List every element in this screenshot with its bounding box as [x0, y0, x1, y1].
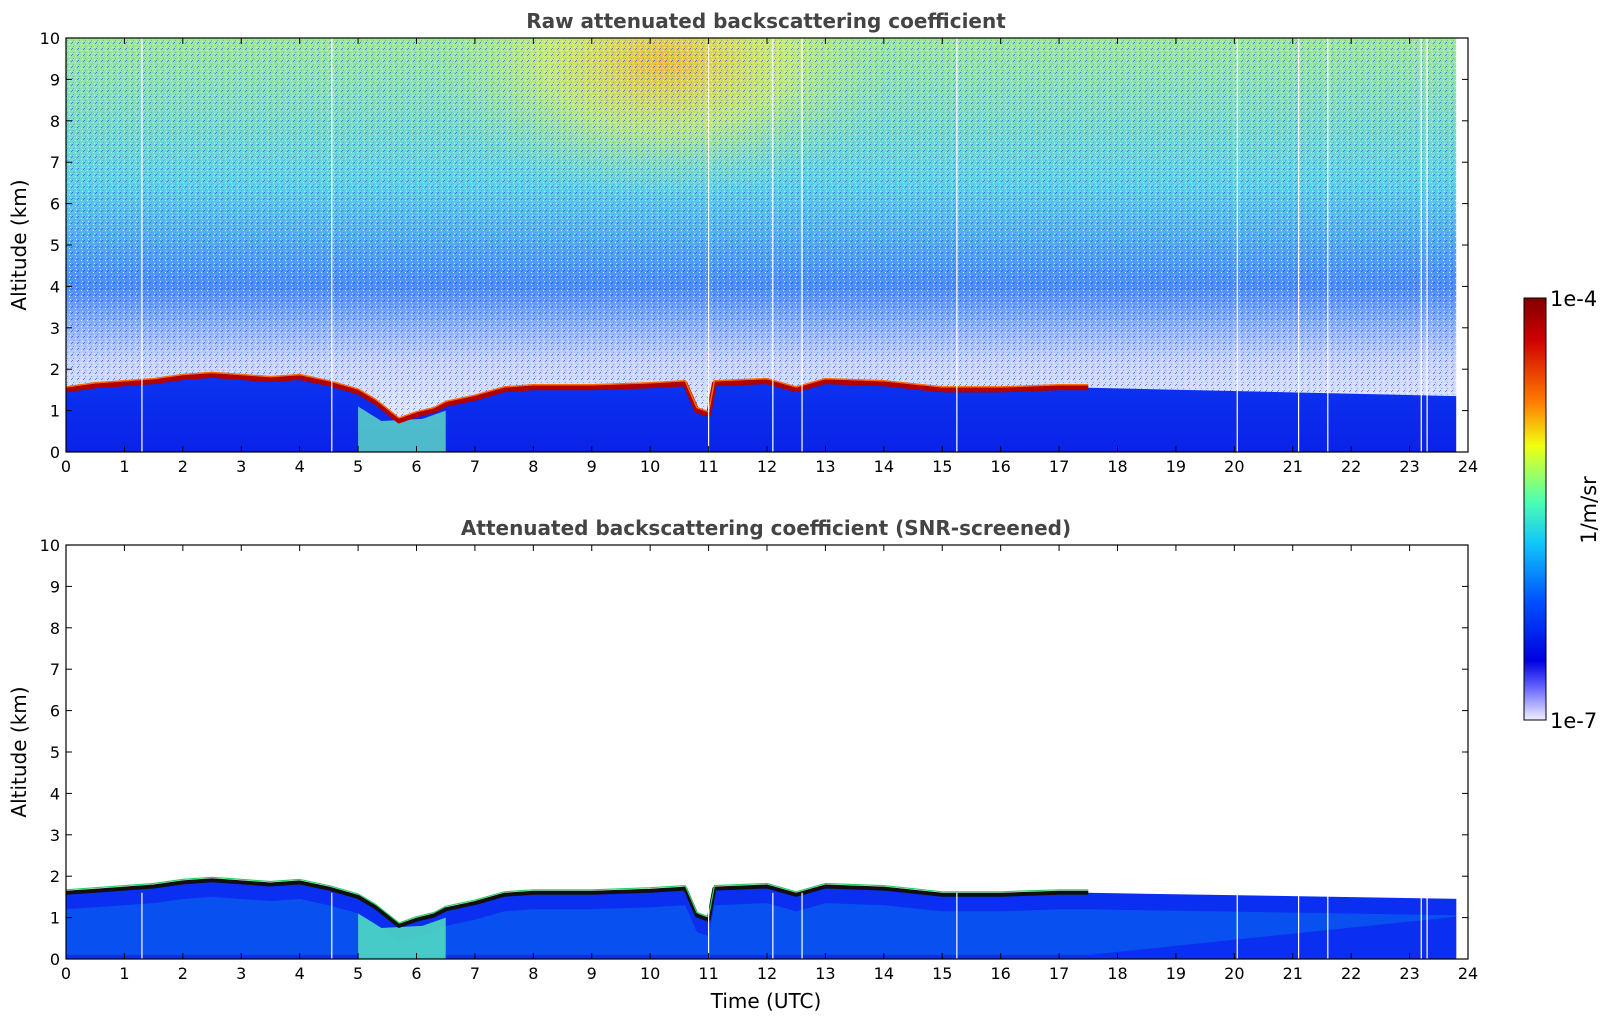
panel-raw-heatmap — [66, 38, 1468, 452]
x-tick-label: 8 — [528, 964, 538, 983]
x-tick-label: 22 — [1341, 964, 1361, 983]
x-tick-label: 4 — [295, 964, 305, 983]
x-tick-label: 5 — [353, 457, 363, 476]
y-tick-label: 8 — [50, 619, 60, 638]
x-tick-label: 6 — [411, 964, 421, 983]
x-tick-label: 18 — [1107, 964, 1127, 983]
x-tick-label: 9 — [587, 457, 597, 476]
y-tick-label: 9 — [50, 577, 60, 596]
y-tick-label: 8 — [50, 112, 60, 131]
y-tick-label: 1 — [50, 909, 60, 928]
screened-cloud-layer — [66, 878, 1089, 928]
x-tick-label: 1 — [119, 457, 129, 476]
y-tick-label: 2 — [50, 867, 60, 886]
panel-raw-y-axis: 0 1 2 3 4 5 6 7 8 9 10 — [40, 29, 1468, 462]
x-tick-label: 12 — [757, 964, 777, 983]
x-tick-label: 1 — [119, 964, 129, 983]
x-tick-label: 15 — [932, 964, 952, 983]
x-tick-label: 21 — [1283, 964, 1303, 983]
y-tick-label: 10 — [40, 29, 60, 48]
x-tick-label: 20 — [1224, 457, 1244, 476]
x-tick-label: 17 — [1049, 964, 1069, 983]
x-tick-label: 0 — [61, 457, 71, 476]
x-tick-label: 23 — [1399, 964, 1419, 983]
x-tick-label: 17 — [1049, 457, 1069, 476]
y-tick-label: 0 — [50, 443, 60, 462]
x-tick-label: 19 — [1166, 457, 1186, 476]
y-tick-label: 1 — [50, 402, 60, 421]
panel-raw-title: Raw attenuated backscattering coefficien… — [526, 9, 1006, 33]
x-tick-label: 11 — [698, 964, 718, 983]
screened-aerosol-plume — [358, 913, 446, 959]
x-tick-label: 12 — [757, 457, 777, 476]
y-tick-label: 2 — [50, 360, 60, 379]
y-tick-label: 0 — [50, 950, 60, 969]
screened-dropout-lines — [141, 892, 1428, 959]
x-tick-label: 19 — [1166, 964, 1186, 983]
colorbar-max-label: 1e-4 — [1550, 287, 1597, 311]
x-tick-label: 14 — [874, 457, 894, 476]
y-tick-label: 9 — [50, 70, 60, 89]
y-tick-label: 7 — [50, 660, 60, 679]
raw-cloud-layer-edge — [66, 371, 1089, 419]
panel-screened-title: Attenuated backscattering coefficient (S… — [461, 516, 1071, 540]
raw-cloud-layer — [66, 372, 1089, 424]
x-tick-label: 24 — [1458, 964, 1478, 983]
x-tick-label: 23 — [1399, 457, 1419, 476]
x-tick-label: 15 — [932, 457, 952, 476]
panel-raw-x-axis: 0 1 2 3 4 5 6 7 8 9 10 11 12 13 14 15 16 17 18 19 20 21 22 23 24 — [61, 38, 1478, 476]
x-tick-label: 10 — [640, 964, 660, 983]
x-tick-label: 4 — [295, 457, 305, 476]
x-tick-label: 2 — [178, 457, 188, 476]
y-tick-label: 6 — [50, 702, 60, 721]
x-tick-label: 2 — [178, 964, 188, 983]
colorbar-min-label: 1e-7 — [1550, 709, 1597, 733]
panel-raw-y-axis-label: Altitude (km) — [7, 179, 31, 310]
x-tick-label: 7 — [470, 964, 480, 983]
x-tick-label: 11 — [698, 457, 718, 476]
x-tick-label: 5 — [353, 964, 363, 983]
y-tick-label: 4 — [50, 784, 60, 803]
colorbar-gradient — [1523, 297, 1547, 721]
y-tick-label: 3 — [50, 826, 60, 845]
raw-aerosol-plume — [358, 406, 446, 452]
x-tick-label: 22 — [1341, 457, 1361, 476]
x-tick-label: 3 — [236, 964, 246, 983]
panel-raw: Raw attenuated backscattering coefficien… — [7, 9, 1478, 476]
x-tick-label: 8 — [528, 457, 538, 476]
x-tick-label: 7 — [470, 457, 480, 476]
raw-dropout-lines — [141, 38, 1428, 452]
colorbar: 1e-4 1e-7 1/m/sr — [1523, 287, 1601, 733]
x-tick-label: 0 — [61, 964, 71, 983]
x-tick-label: 6 — [411, 457, 421, 476]
panel-screened-y-axis-label: Altitude (km) — [7, 686, 31, 817]
x-tick-label: 21 — [1283, 457, 1303, 476]
x-tick-label: 13 — [815, 457, 835, 476]
panel-screened-y-axis: 0 1 2 3 4 5 6 7 8 9 10 — [40, 536, 1468, 969]
y-tick-label: 10 — [40, 536, 60, 555]
y-tick-label: 5 — [50, 236, 60, 255]
x-tick-label: 16 — [990, 964, 1010, 983]
screened-cloud-layer-edge — [66, 876, 1089, 924]
panel-screened: Attenuated backscattering coefficient (S… — [7, 516, 1478, 1013]
x-tick-label: 24 — [1458, 457, 1478, 476]
panel-screened-x-axis-label: Time (UTC) — [710, 989, 822, 1013]
x-tick-label: 16 — [990, 457, 1010, 476]
x-tick-label: 13 — [815, 964, 835, 983]
y-tick-label: 4 — [50, 277, 60, 296]
x-tick-label: 14 — [874, 964, 894, 983]
y-tick-label: 3 — [50, 319, 60, 338]
y-tick-label: 7 — [50, 153, 60, 172]
colorbar-unit-label: 1/m/sr — [1577, 476, 1601, 544]
x-tick-label: 18 — [1107, 457, 1127, 476]
y-tick-label: 5 — [50, 743, 60, 762]
x-tick-label: 9 — [587, 964, 597, 983]
x-tick-label: 3 — [236, 457, 246, 476]
x-tick-label: 10 — [640, 457, 660, 476]
x-tick-label: 20 — [1224, 964, 1244, 983]
panel-screened-x-axis: 0 1 2 3 4 5 6 7 8 9 10 11 12 13 14 15 16 17 18 19 20 21 22 23 24 — [61, 545, 1478, 983]
panel-screened-heatmap — [66, 545, 1468, 959]
y-tick-label: 6 — [50, 195, 60, 214]
